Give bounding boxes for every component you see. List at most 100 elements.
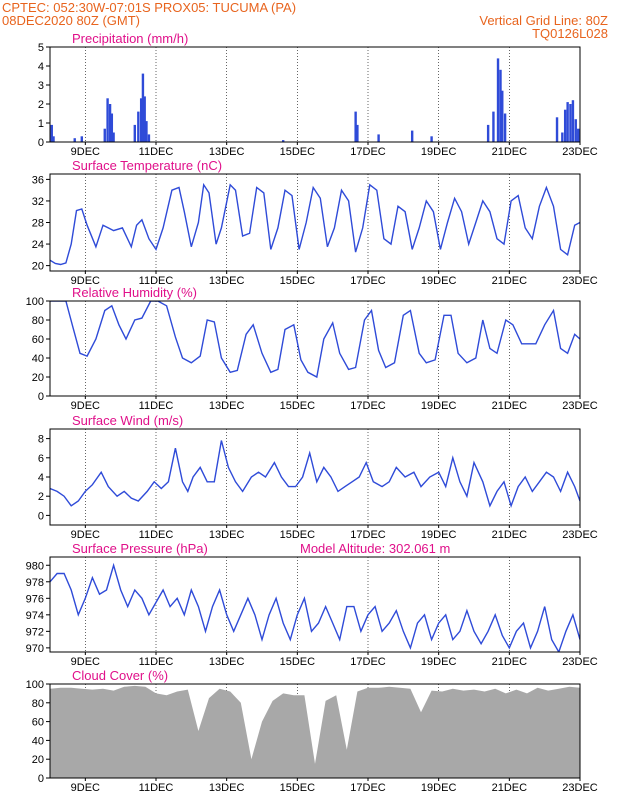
temp-ytick-label: 28 bbox=[32, 218, 44, 230]
precip-bar bbox=[80, 136, 83, 142]
rh-series-line bbox=[50, 301, 580, 379]
cloud-xtick-label: 15DEC bbox=[280, 782, 316, 794]
precip-xtick-label: 13DEC bbox=[209, 146, 245, 158]
cloud-xtick-label: 13DEC bbox=[209, 782, 245, 794]
pres-xtick-label: 11DEC bbox=[139, 656, 174, 668]
rh-xtick-label: 19DEC bbox=[421, 400, 457, 412]
precip-bar bbox=[143, 96, 146, 142]
temp-panel: Surface Temperature (nC) 20 24 28 32 36 9DEC 11… bbox=[32, 158, 598, 287]
precip-xtick-label: 23DEC bbox=[562, 146, 598, 158]
rh-xtick-label: 13DEC bbox=[209, 400, 245, 412]
precip-bar bbox=[486, 124, 490, 142]
precip-xtick-label: 17DEC bbox=[350, 146, 386, 158]
precip-bar bbox=[571, 100, 575, 142]
cloud-ytick-label: 100 bbox=[26, 679, 44, 691]
temp-xtick-label: 23DEC bbox=[562, 275, 598, 287]
header-date: 08DEC2020 80Z (GMT) bbox=[2, 13, 140, 28]
precip-frame bbox=[49, 46, 581, 143]
cloud-panel: Cloud Cover (%) 0 20 40 60 80 100 9DEC 11DEC 13DE… bbox=[26, 668, 598, 794]
precip-bar bbox=[563, 109, 567, 142]
pres-xtick-label: 19DEC bbox=[421, 656, 457, 668]
temp-xtick-label: 19DEC bbox=[421, 275, 457, 287]
wind-xtick-label: 23DEC bbox=[562, 529, 598, 541]
precip-bar bbox=[133, 124, 136, 142]
pres-title: Surface Pressure (hPa) bbox=[72, 541, 208, 556]
precip-bar bbox=[377, 134, 380, 142]
rh-xtick-label: 17DEC bbox=[350, 400, 386, 412]
cloud-ytick-label: 80 bbox=[32, 698, 44, 710]
temp-frame bbox=[49, 173, 581, 272]
rh-xtick-label: 21DEC bbox=[492, 400, 528, 412]
precip-bar bbox=[501, 90, 504, 142]
cloud-xtick-label: 9DEC bbox=[71, 782, 100, 794]
pres-ytick-label: 970 bbox=[26, 643, 44, 655]
temp-series-line bbox=[50, 182, 580, 266]
temp-title: Surface Temperature (nC) bbox=[72, 158, 222, 173]
precip-ytick-label: 2 bbox=[38, 99, 44, 111]
pres-xtick-label: 23DEC bbox=[562, 656, 598, 668]
cloud-title: Cloud Cover (%) bbox=[72, 668, 168, 683]
cloud-xtick-label: 19DEC bbox=[421, 782, 457, 794]
pres-panel: Surface Pressure (hPa) Model Altitude: 30… bbox=[26, 541, 598, 668]
wind-xtick-label: 19DEC bbox=[421, 529, 457, 541]
precip-bar bbox=[555, 117, 559, 142]
precip-xtick-label: 21DEC bbox=[492, 146, 528, 158]
pres-annotation: Model Altitude: 302.061 m bbox=[300, 541, 450, 556]
precip-ytick-label: 4 bbox=[38, 61, 44, 73]
precip-panel: Precipitation (mm/h) 0 1 2 3 4 5 9DEC 11DEC 13DEC… bbox=[38, 31, 598, 158]
wind-xtick-label: 21DEC bbox=[492, 529, 528, 541]
precip-bar bbox=[108, 104, 112, 142]
wind-ytick-label: 4 bbox=[38, 472, 44, 484]
precip-xtick-label: 11DEC bbox=[139, 146, 174, 158]
precip-bar bbox=[574, 119, 577, 142]
temp-xtick-label: 17DEC bbox=[350, 275, 386, 287]
precip-bar bbox=[52, 136, 55, 142]
pres-xtick-label: 17DEC bbox=[350, 656, 386, 668]
precip-bar bbox=[496, 58, 500, 142]
wind-panel: Surface Wind (m/s) 0 2 4 6 8 9DEC 11DEC 13DEC 15D… bbox=[38, 413, 598, 541]
rh-ytick-label: 0 bbox=[38, 391, 44, 403]
precip-title: Precipitation (mm/h) bbox=[72, 31, 188, 46]
pres-ytick-label: 974 bbox=[26, 610, 44, 622]
precip-bar bbox=[492, 111, 495, 142]
precip-bar bbox=[139, 98, 143, 142]
precip-bar bbox=[577, 128, 580, 142]
pres-xtick-label: 15DEC bbox=[280, 656, 316, 668]
precip-bar bbox=[282, 140, 285, 142]
wind-ytick-label: 2 bbox=[38, 491, 44, 503]
temp-xtick-label: 11DEC bbox=[139, 275, 174, 287]
precip-ytick-label: 3 bbox=[38, 80, 44, 92]
precip-bar bbox=[499, 69, 502, 142]
precip-bar bbox=[356, 124, 359, 142]
pres-xtick-label: 13DEC bbox=[209, 656, 245, 668]
precip-bar bbox=[50, 124, 53, 142]
header-model-code: TQ0126L028 bbox=[532, 26, 608, 41]
rh-xtick-label: 9DEC bbox=[71, 400, 100, 412]
cloud-xtick-label: 23DEC bbox=[562, 782, 598, 794]
wind-title: Surface Wind (m/s) bbox=[72, 413, 183, 428]
pres-series-line bbox=[50, 562, 580, 652]
header-line1: CPTEC: 052:30W-07:01S PROX05: TUCUMA (PA… bbox=[2, 0, 296, 15]
panels: Precipitation (mm/h) 0 1 2 3 4 5 9DEC 11DEC 13DEC… bbox=[26, 31, 598, 794]
pres-ytick-label: 978 bbox=[26, 577, 44, 589]
cloud-xtick-label: 21DEC bbox=[492, 782, 528, 794]
rh-ytick-label: 60 bbox=[32, 334, 44, 346]
pres-ytick-label: 976 bbox=[26, 593, 44, 605]
rh-xtick-label: 11DEC bbox=[139, 400, 174, 412]
pres-ytick-label: 980 bbox=[26, 560, 44, 572]
cloud-xtick-label: 11DEC bbox=[139, 782, 174, 794]
wind-xtick-label: 11DEC bbox=[139, 529, 174, 541]
precip-xtick-label: 15DEC bbox=[280, 146, 316, 158]
wind-ytick-label: 8 bbox=[38, 434, 44, 446]
precip-ytick-label: 1 bbox=[38, 118, 44, 130]
precip-bar bbox=[73, 138, 76, 142]
wind-ytick-label: 6 bbox=[38, 453, 44, 465]
temp-xtick-label: 13DEC bbox=[209, 275, 245, 287]
rh-panel: Relative Humidity (%) 0 20 40 60 80 100 9DEC 11D… bbox=[26, 285, 598, 412]
temp-ytick-label: 32 bbox=[32, 196, 44, 208]
cloud-ytick-label: 60 bbox=[32, 717, 44, 729]
precip-bar bbox=[566, 102, 569, 142]
precip-ytick-label: 5 bbox=[38, 42, 44, 54]
pres-xtick-label: 21DEC bbox=[492, 656, 528, 668]
pres-ytick-label: 972 bbox=[26, 626, 44, 638]
